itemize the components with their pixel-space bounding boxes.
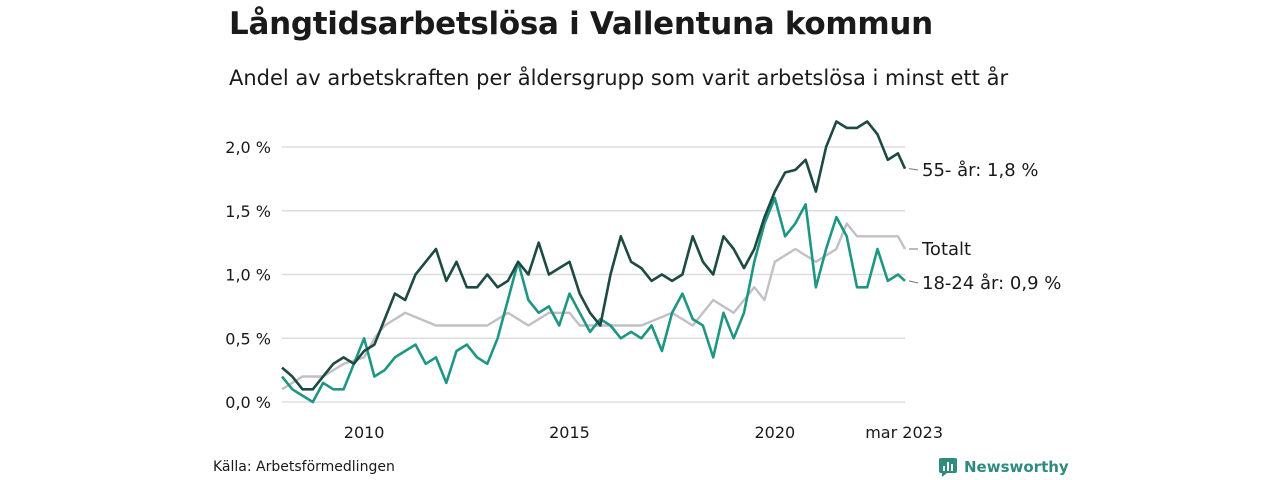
brand-logo: Newsworthy	[938, 456, 1069, 478]
source-note: Källa: Arbetsförmedlingen	[213, 459, 395, 475]
series-lines	[280, 120, 907, 404]
series-end-label: Totalt	[921, 239, 971, 260]
x-tick-label: 2010	[344, 423, 385, 442]
series-end-label: 55- år: 1,8 %	[922, 160, 1038, 181]
x-axis-labels: 2010 2015 2020 mar 2023	[344, 423, 943, 442]
x-tick-label: mar 2023	[865, 423, 943, 442]
y-tick-label: 0,0 %	[225, 393, 271, 412]
label-leader-line	[908, 280, 919, 284]
series-line	[281, 120, 907, 391]
newsworthy-logo-icon	[939, 458, 957, 477]
y-axis-labels: 0,0 % 0,5 % 1,0 % 1,5 % 2,0 %	[225, 138, 271, 412]
series-end-label: 18-24 år: 0,9 %	[922, 273, 1061, 294]
y-tick-label: 0,5 %	[225, 329, 271, 348]
chart-title: Långtidsarbetslösa i Vallentuna kommun	[229, 6, 933, 42]
series-line	[280, 196, 906, 404]
gridlines	[282, 146, 905, 403]
brand-name: Newsworthy	[964, 458, 1069, 476]
y-tick-label: 1,0 %	[225, 266, 271, 285]
label-leader-line	[908, 168, 919, 171]
y-tick-label: 1,5 %	[225, 202, 271, 221]
x-tick-label: 2020	[754, 423, 795, 442]
chart-subtitle: Andel av arbetskraften per åldersgrupp s…	[229, 66, 1009, 90]
series-end-labels: 55- år: 1,8 % Totalt 18-24 år: 0,9 %	[908, 160, 1061, 294]
x-tick-label: 2015	[549, 423, 590, 442]
line-chart: 0,0 % 0,5 % 1,0 % 1,5 % 2,0 % 2010 2015 2020 ma…	[225, 120, 1061, 442]
y-tick-label: 2,0 %	[225, 138, 271, 157]
